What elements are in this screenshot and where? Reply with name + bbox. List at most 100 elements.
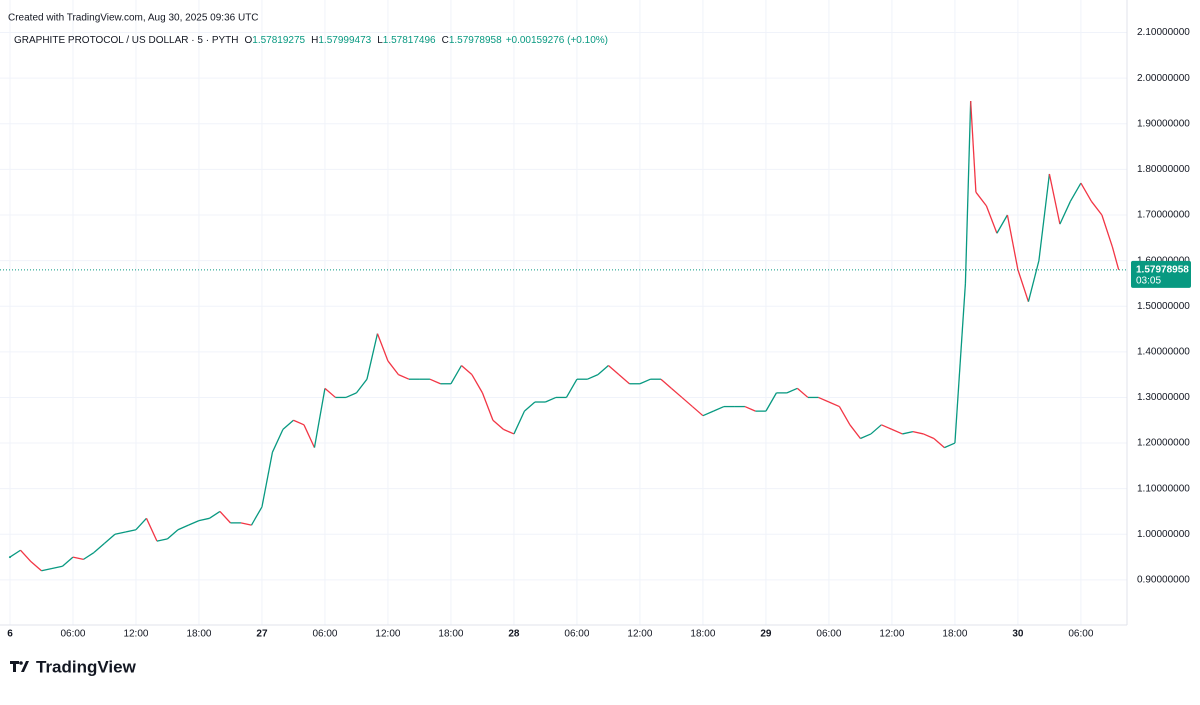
price-segment (250, 506, 263, 526)
price-segment (271, 429, 284, 453)
legend-key: O (245, 35, 253, 46)
legend-value: 1.57999473 (318, 35, 371, 46)
y-tick-label: 1.30000000 (1137, 392, 1190, 403)
x-tick-label: 18:00 (942, 629, 967, 640)
y-tick-label: 1.70000000 (1137, 210, 1190, 221)
price-segment (104, 533, 116, 544)
y-tick-label: 1.90000000 (1137, 118, 1190, 129)
price-segment (923, 433, 935, 440)
price-segment (429, 378, 441, 385)
price-segment (985, 205, 998, 234)
price-segment (1069, 182, 1082, 202)
price-segment (282, 419, 294, 430)
price-segment (366, 333, 379, 380)
price-segment (513, 410, 526, 435)
price-segment (240, 522, 252, 526)
x-tick-label: 06:00 (1068, 629, 1093, 640)
y-tick-label: 1.40000000 (1137, 346, 1190, 357)
legend: GRAPHITE PROTOCOL / US DOLLAR · 5 · PYTH… (14, 35, 608, 46)
price-segment (492, 419, 504, 430)
logo-icon (10, 661, 29, 672)
price-segment (545, 396, 557, 403)
legend-key: C (442, 35, 449, 46)
y-tick-label: 0.90000000 (1137, 575, 1190, 586)
x-tick-label: 12:00 (627, 629, 652, 640)
x-tick-label: 06:00 (312, 629, 337, 640)
last-price-label: 1.57978958 (1136, 264, 1189, 275)
legend-value: 1.57817496 (383, 35, 436, 46)
logo-dot (19, 661, 23, 665)
price-segment (1059, 201, 1071, 225)
price-segment (303, 424, 316, 448)
price-segment (796, 387, 809, 398)
price-segment (912, 431, 924, 435)
price-segment (671, 387, 683, 398)
price-segment (450, 365, 463, 385)
price-segment (72, 556, 84, 560)
price-segment (692, 406, 704, 417)
price-segment (261, 452, 274, 508)
price-segment (93, 542, 105, 554)
price-segment (608, 365, 620, 376)
price-segment (19, 549, 32, 563)
x-tick-label: 12:00 (375, 629, 400, 640)
x-tick-label: 6 (7, 629, 13, 640)
price-segment (1080, 182, 1092, 202)
price-segment (471, 374, 484, 394)
price-segment (597, 365, 609, 376)
legend-key: H (311, 35, 318, 46)
price-segment (902, 431, 914, 435)
price-segment (177, 524, 189, 531)
price-segment (660, 378, 672, 389)
countdown: 03:05 (1136, 275, 1161, 286)
price-segment (849, 424, 861, 439)
price-segment (481, 392, 494, 421)
price-segment (293, 419, 305, 426)
price-segment (639, 378, 651, 385)
y-tick-label: 1.80000000 (1137, 164, 1190, 175)
price-line (8, 100, 1120, 572)
price-segment (970, 100, 977, 193)
price-segment (1006, 214, 1019, 270)
x-tick-label: 06:00 (564, 629, 589, 640)
price-segment (114, 531, 126, 535)
price-segment (996, 214, 1008, 234)
price-segment (618, 374, 630, 385)
price-segment (219, 511, 231, 524)
price-segment (681, 396, 693, 408)
price-segment (891, 428, 903, 435)
legend-value: 1.57978958 (449, 35, 502, 46)
price-segment (209, 510, 221, 519)
price-segment (376, 333, 389, 362)
x-tick-label: 06:00 (816, 629, 841, 640)
price-segment (30, 561, 42, 572)
price-segment (51, 565, 63, 570)
price-segment (387, 360, 399, 376)
price-segment (818, 396, 830, 403)
price-segment (355, 378, 368, 394)
y-tick-label: 2.00000000 (1137, 73, 1190, 84)
last-price-tag (1131, 260, 1191, 288)
y-tick-label: 1.60000000 (1137, 255, 1190, 266)
price-segment (702, 410, 714, 417)
price-segment (933, 438, 945, 449)
y-tick-label: 1.00000000 (1137, 529, 1190, 540)
y-tick-label: 1.10000000 (1137, 483, 1190, 494)
price-segment (198, 517, 210, 522)
price-segment (1090, 200, 1103, 216)
price-segment (565, 378, 578, 398)
y-tick-label: 2.10000000 (1137, 27, 1190, 38)
price-segment (62, 556, 74, 567)
price-segment (188, 519, 200, 526)
price-segment (156, 538, 168, 542)
price-segment (975, 191, 987, 207)
price-segment (503, 428, 515, 435)
price-segment (1017, 269, 1030, 302)
price-segment (838, 406, 851, 426)
legend-change: +0.00159276 (+0.10%) (506, 35, 608, 46)
legend-value: 1.57819275 (252, 35, 305, 46)
x-tick-label: 06:00 (60, 629, 85, 640)
price-segment (587, 374, 599, 380)
price-segment (1111, 246, 1120, 271)
grid (0, 0, 1127, 626)
